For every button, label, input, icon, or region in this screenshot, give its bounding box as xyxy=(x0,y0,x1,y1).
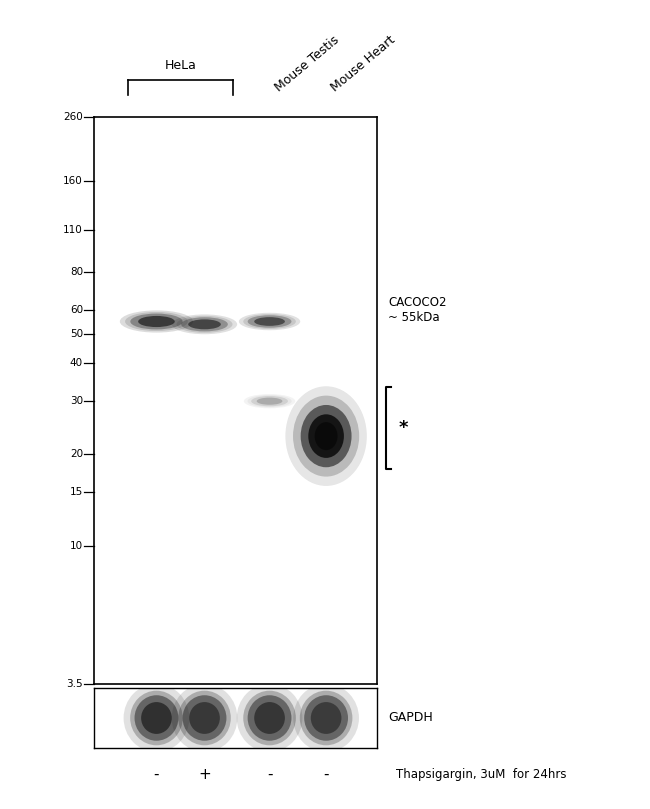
Text: *: * xyxy=(398,419,408,437)
Ellipse shape xyxy=(285,386,367,486)
Text: 15: 15 xyxy=(70,487,83,498)
Ellipse shape xyxy=(124,684,189,752)
Ellipse shape xyxy=(188,320,221,329)
Text: 40: 40 xyxy=(70,358,83,368)
Text: Mouse Testis: Mouse Testis xyxy=(272,34,341,95)
Ellipse shape xyxy=(177,316,233,332)
Ellipse shape xyxy=(189,702,220,734)
Ellipse shape xyxy=(248,695,291,741)
Text: -: - xyxy=(153,767,159,781)
Text: 80: 80 xyxy=(70,267,83,277)
Text: 3.5: 3.5 xyxy=(66,679,83,688)
Ellipse shape xyxy=(293,684,359,752)
Text: -: - xyxy=(323,767,329,781)
Ellipse shape xyxy=(257,397,282,404)
Ellipse shape xyxy=(301,405,352,468)
Ellipse shape xyxy=(135,695,178,741)
Ellipse shape xyxy=(239,313,300,330)
Ellipse shape xyxy=(172,684,237,752)
Ellipse shape xyxy=(254,317,285,326)
Ellipse shape xyxy=(181,317,228,332)
Text: 10: 10 xyxy=(70,540,83,551)
Text: 260: 260 xyxy=(63,112,83,122)
Text: Mouse Heart: Mouse Heart xyxy=(329,34,398,95)
Text: 20: 20 xyxy=(70,450,83,460)
Ellipse shape xyxy=(130,314,183,329)
Ellipse shape xyxy=(248,316,291,328)
Text: 160: 160 xyxy=(63,176,83,186)
Ellipse shape xyxy=(304,695,348,741)
Ellipse shape xyxy=(130,691,183,745)
Ellipse shape xyxy=(251,396,288,406)
Ellipse shape xyxy=(308,414,344,458)
Text: 30: 30 xyxy=(70,396,83,406)
Ellipse shape xyxy=(183,695,226,741)
Ellipse shape xyxy=(300,691,352,745)
Text: CACOCO2
~ 55kDa: CACOCO2 ~ 55kDa xyxy=(388,296,447,324)
Text: -: - xyxy=(266,767,272,781)
Ellipse shape xyxy=(243,314,296,329)
Ellipse shape xyxy=(138,316,175,327)
Text: Thapsigargin, 3uM  for 24hrs: Thapsigargin, 3uM for 24hrs xyxy=(396,768,567,781)
Ellipse shape xyxy=(248,395,292,407)
Text: GAPDH: GAPDH xyxy=(388,711,433,725)
Ellipse shape xyxy=(172,315,237,334)
Text: HeLa: HeLa xyxy=(164,59,196,72)
Ellipse shape xyxy=(254,702,285,734)
Text: 110: 110 xyxy=(63,226,83,235)
Ellipse shape xyxy=(315,422,337,450)
Ellipse shape xyxy=(125,312,188,331)
Ellipse shape xyxy=(293,396,359,477)
Text: +: + xyxy=(198,767,211,781)
Ellipse shape xyxy=(244,394,295,409)
Ellipse shape xyxy=(237,684,302,752)
Ellipse shape xyxy=(178,691,231,745)
Text: 50: 50 xyxy=(70,329,83,339)
Ellipse shape xyxy=(141,702,172,734)
Text: 60: 60 xyxy=(70,305,83,315)
Ellipse shape xyxy=(120,311,193,332)
Ellipse shape xyxy=(243,691,296,745)
Ellipse shape xyxy=(311,702,341,734)
